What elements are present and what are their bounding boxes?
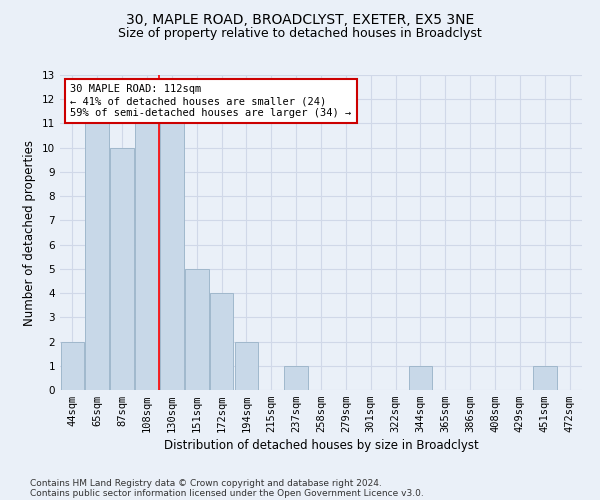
- Y-axis label: Number of detached properties: Number of detached properties: [23, 140, 37, 326]
- Bar: [85, 124, 109, 390]
- Text: 30, MAPLE ROAD, BROADCLYST, EXETER, EX5 3NE: 30, MAPLE ROAD, BROADCLYST, EXETER, EX5 …: [126, 12, 474, 26]
- Bar: [135, 124, 159, 390]
- Bar: [409, 366, 432, 390]
- Bar: [185, 269, 209, 390]
- Text: Contains HM Land Registry data © Crown copyright and database right 2024.: Contains HM Land Registry data © Crown c…: [30, 478, 382, 488]
- X-axis label: Distribution of detached houses by size in Broadclyst: Distribution of detached houses by size …: [164, 440, 478, 452]
- Bar: [284, 366, 308, 390]
- Text: Size of property relative to detached houses in Broadclyst: Size of property relative to detached ho…: [118, 28, 482, 40]
- Bar: [533, 366, 557, 390]
- Bar: [110, 148, 134, 390]
- Bar: [210, 293, 233, 390]
- Text: Contains public sector information licensed under the Open Government Licence v3: Contains public sector information licen…: [30, 488, 424, 498]
- Text: 30 MAPLE ROAD: 112sqm
← 41% of detached houses are smaller (24)
59% of semi-deta: 30 MAPLE ROAD: 112sqm ← 41% of detached …: [70, 84, 352, 117]
- Bar: [61, 342, 84, 390]
- Bar: [235, 342, 258, 390]
- Bar: [160, 124, 184, 390]
